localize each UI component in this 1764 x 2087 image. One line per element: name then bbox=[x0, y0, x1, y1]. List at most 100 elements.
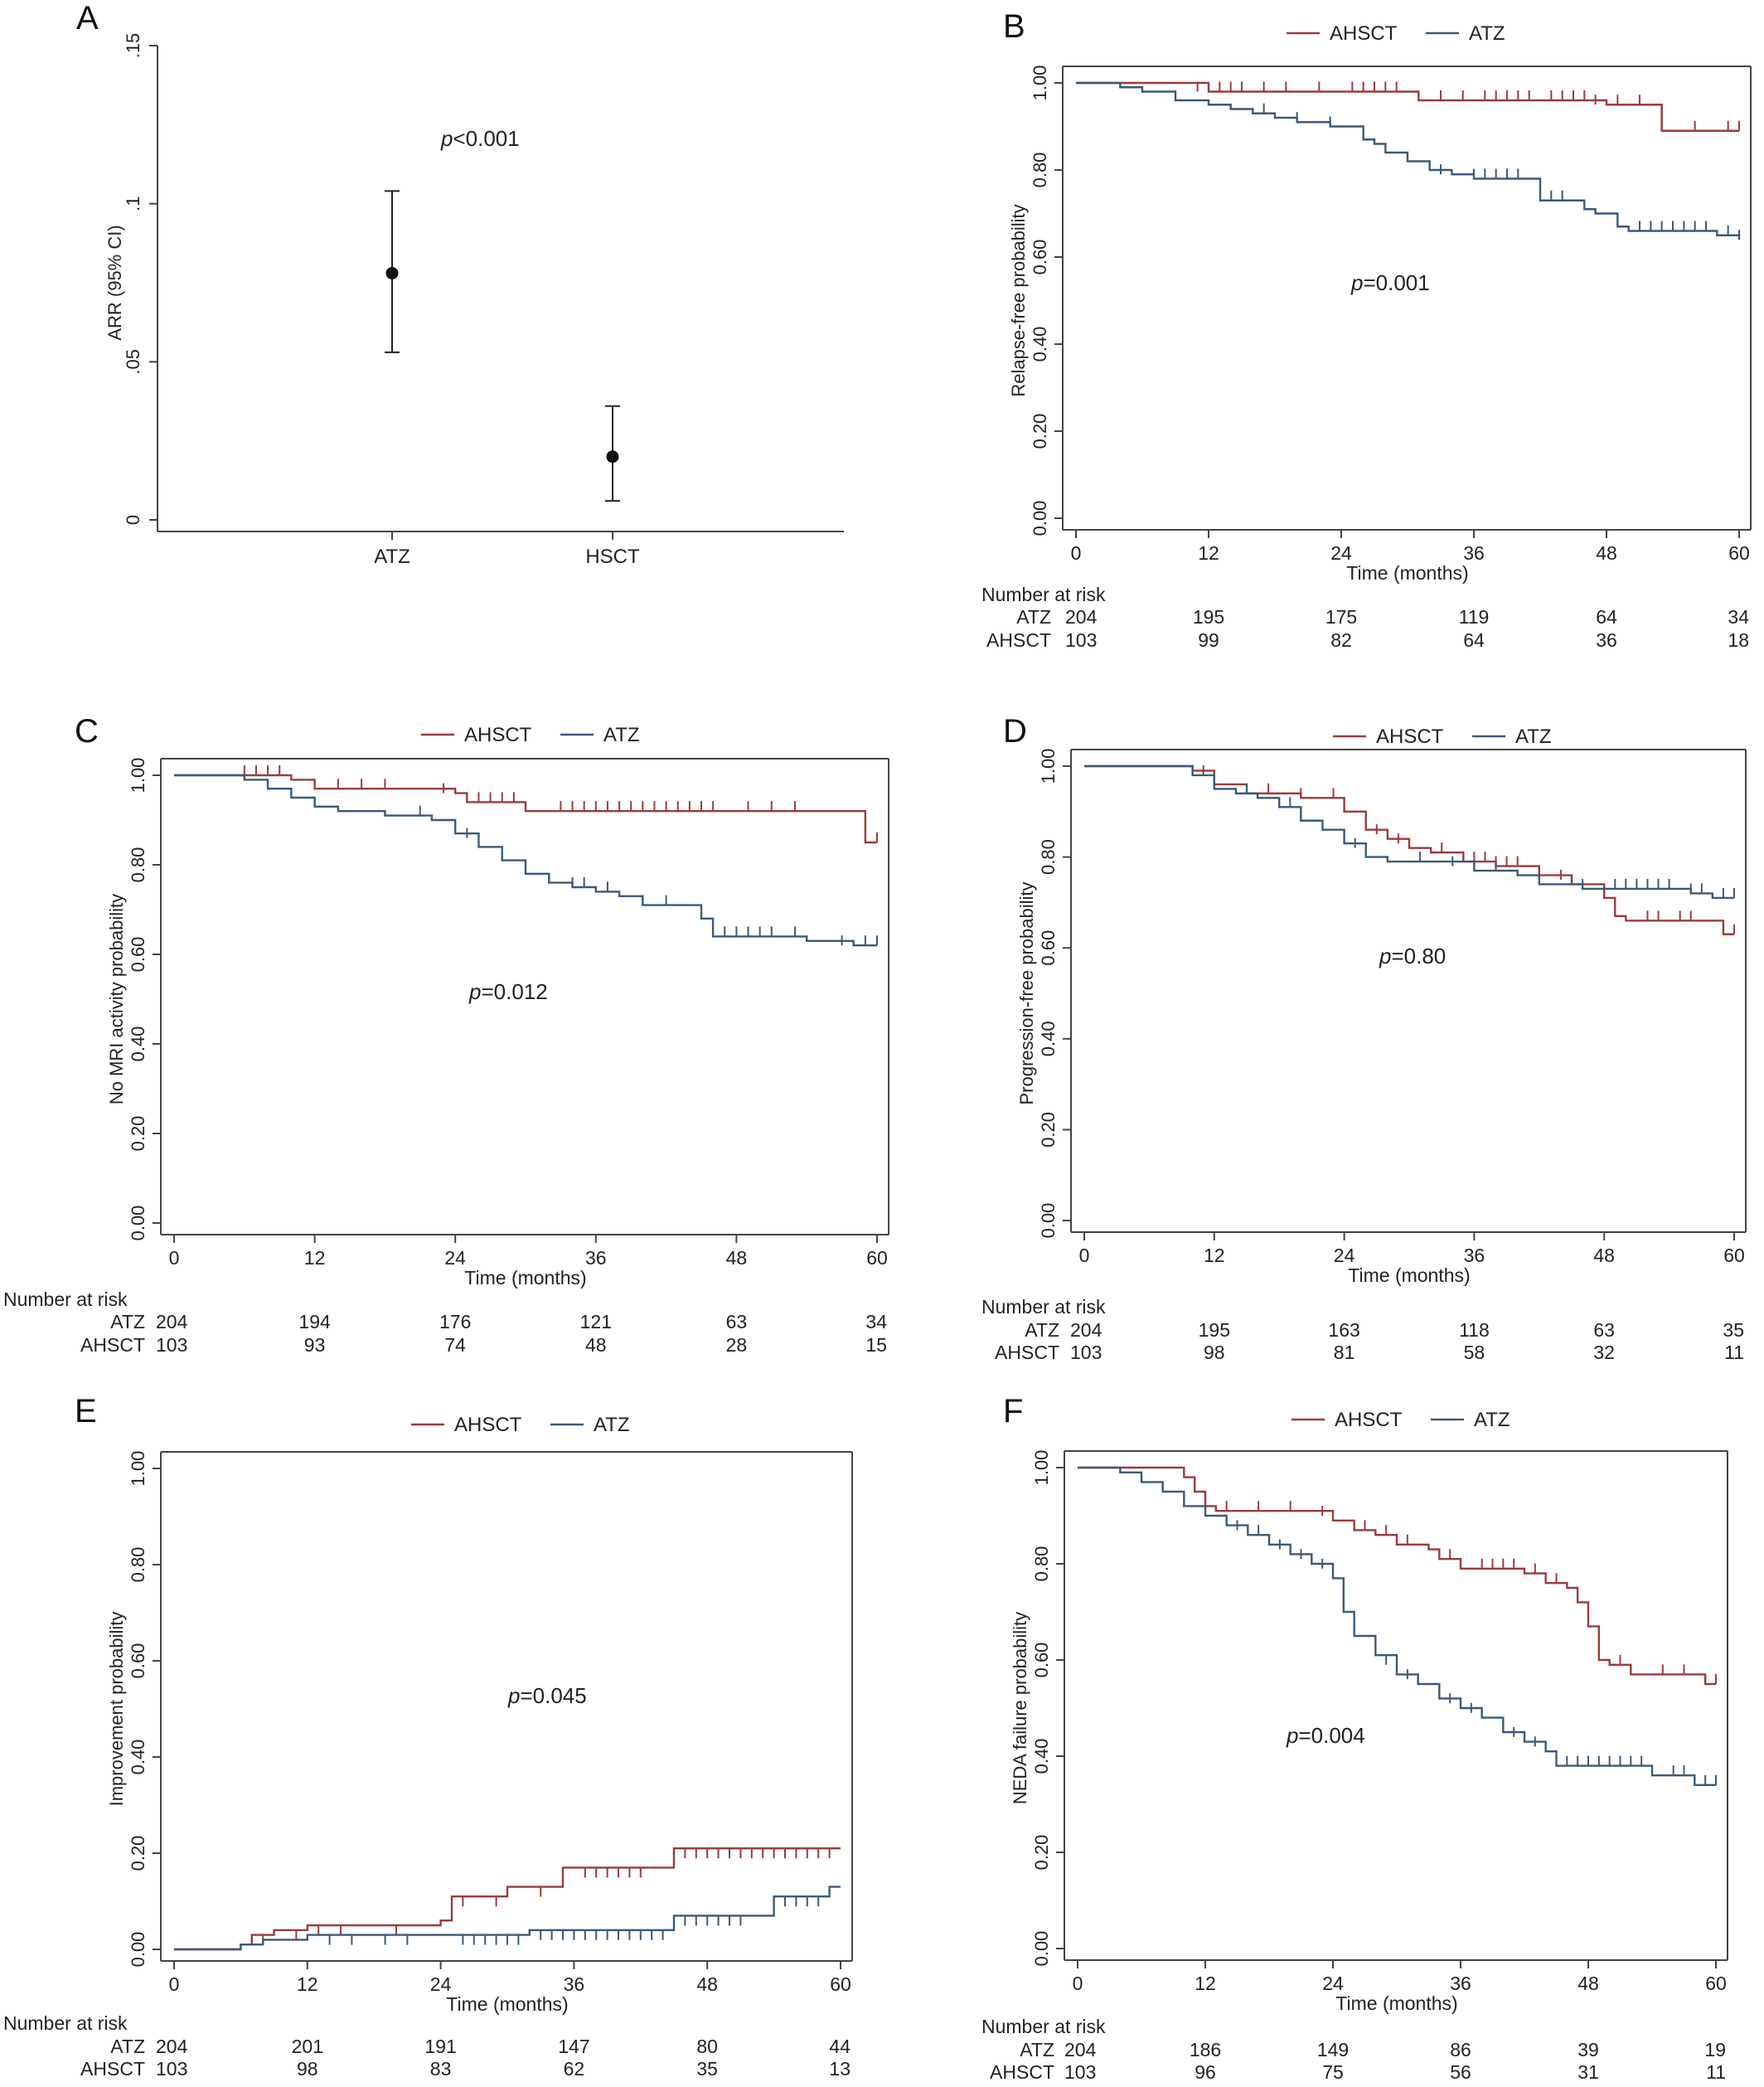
x-tick-label: 0 bbox=[169, 1973, 180, 1995]
p-value: p=0.001 bbox=[1350, 270, 1430, 295]
series-line-atz bbox=[1078, 1466, 1716, 1786]
risk-value: 194 bbox=[298, 1311, 331, 1332]
x-tick-label: HSCT bbox=[585, 546, 640, 568]
risk-value: 35 bbox=[1723, 1319, 1744, 1341]
risk-value: 195 bbox=[1199, 1319, 1230, 1341]
x-tick-label: 60 bbox=[830, 1973, 851, 1995]
chart-svg: 0.00 0.20 0.40 0.60 0.80 1.00 Improvement prob… bbox=[3, 1414, 853, 2080]
panel-label: E bbox=[75, 1393, 97, 1429]
x-tick-label: 0 bbox=[1073, 1973, 1083, 1994]
risk-value: 103 bbox=[156, 2058, 187, 2080]
risk-table-title: Number at risk bbox=[981, 2016, 1106, 2037]
risk-row-label: AHSCT bbox=[80, 1334, 145, 1356]
risk-value: 201 bbox=[292, 2036, 323, 2057]
risk-value: 58 bbox=[1464, 1342, 1485, 1363]
x-tick-label: 12 bbox=[1204, 1245, 1225, 1266]
x-tick-label: ATZ bbox=[374, 546, 410, 568]
risk-value: 186 bbox=[1190, 2039, 1221, 2060]
y-tick-label: 0.20 bbox=[1038, 1112, 1059, 1148]
risk-value: 11 bbox=[1724, 1342, 1744, 1363]
y-axis-label: Relapse-free probability bbox=[1008, 204, 1029, 396]
risk-value: 195 bbox=[1193, 606, 1224, 628]
risk-value: 18 bbox=[1728, 629, 1749, 651]
x-tick-label: 24 bbox=[1330, 542, 1352, 564]
p-value: p=0.004 bbox=[1286, 1723, 1365, 1748]
panel-e: E 0.00 0.20 0.40 0.60 0.80 1.00 Improvement pro… bbox=[0, 1393, 912, 2087]
x-tick-label: 48 bbox=[726, 1247, 748, 1269]
panel-label: F bbox=[1003, 1393, 1024, 1429]
x-tick-label: 0 bbox=[1079, 1245, 1090, 1266]
panel-label: D bbox=[1003, 713, 1027, 750]
x-tick-label: 48 bbox=[1593, 1245, 1615, 1266]
y-tick-label: 0.00 bbox=[1030, 501, 1050, 536]
y-axis-label: Improvement probability bbox=[106, 1612, 127, 1807]
x-tick-label: 12 bbox=[1195, 1973, 1216, 1994]
x-tick-label: 12 bbox=[304, 1247, 326, 1269]
risk-value: 93 bbox=[304, 1334, 326, 1356]
x-axis-label: Time (months) bbox=[1346, 562, 1468, 584]
y-tick-label: 0.80 bbox=[128, 1547, 148, 1583]
x-tick-label: 36 bbox=[1450, 1973, 1471, 1994]
panel-label: C bbox=[75, 713, 99, 750]
risk-value: 80 bbox=[696, 2036, 718, 2057]
risk-value: 44 bbox=[829, 2036, 850, 2057]
risk-value: 121 bbox=[580, 1311, 612, 1332]
y-tick-label: 0.80 bbox=[1031, 1546, 1052, 1582]
series-line-ahsct bbox=[1084, 764, 1734, 935]
risk-value: 82 bbox=[1330, 629, 1352, 651]
y-tick-label: 0.00 bbox=[128, 1206, 148, 1241]
y-tick-label: .1 bbox=[123, 196, 143, 211]
x-tick-label: 12 bbox=[297, 1973, 318, 1995]
x-tick-label: 60 bbox=[866, 1247, 888, 1269]
risk-value: 34 bbox=[1728, 606, 1749, 628]
x-tick-label: 24 bbox=[1334, 1245, 1355, 1266]
legend-label: ATZ bbox=[1469, 22, 1505, 45]
y-tick-label: 1.00 bbox=[1038, 749, 1059, 784]
risk-value: 96 bbox=[1195, 2061, 1216, 2083]
x-tick-label: 12 bbox=[1198, 542, 1219, 564]
y-tick-label: 0.40 bbox=[1038, 1021, 1059, 1056]
risk-value: 103 bbox=[1070, 1342, 1102, 1363]
x-tick-label: 48 bbox=[1577, 1973, 1599, 1994]
risk-value: 75 bbox=[1322, 2061, 1344, 2083]
risk-value: 13 bbox=[829, 2058, 850, 2080]
risk-value: 147 bbox=[558, 2036, 589, 2057]
series-line-atz bbox=[1084, 764, 1734, 900]
risk-value: 64 bbox=[1596, 606, 1617, 628]
risk-value: 175 bbox=[1325, 606, 1357, 628]
y-tick-label: 0.80 bbox=[1030, 153, 1050, 188]
x-tick-label: 36 bbox=[1463, 542, 1485, 564]
risk-row-label: ATZ bbox=[1016, 606, 1051, 628]
risk-table-title: Number at risk bbox=[3, 2012, 128, 2034]
risk-value: 32 bbox=[1593, 1342, 1615, 1363]
x-tick-label: 48 bbox=[696, 1973, 718, 1995]
risk-value: 119 bbox=[1459, 606, 1490, 628]
x-tick-label: 60 bbox=[1728, 542, 1750, 564]
x-axis-label: Time (months) bbox=[446, 1993, 568, 2015]
risk-table-title: Number at risk bbox=[981, 584, 1106, 605]
y-tick-label: 0.00 bbox=[1038, 1203, 1059, 1239]
panel-b: B 0.00 0.20 0.40 0.60 0.80 1.00 Relapse-free pr… bbox=[978, 0, 1764, 663]
y-tick-label: 0.80 bbox=[1038, 839, 1059, 875]
risk-row-label: ATZ bbox=[110, 2036, 145, 2057]
series-line-ahsct bbox=[174, 774, 877, 844]
risk-value: 63 bbox=[1593, 1319, 1615, 1341]
legend-label: AHSCT bbox=[1330, 22, 1398, 45]
series-line-ahsct bbox=[1076, 81, 1739, 132]
x-tick-label: 0 bbox=[1071, 542, 1082, 564]
legend-label: ATZ bbox=[1515, 726, 1552, 748]
risk-value: 176 bbox=[439, 1311, 471, 1332]
x-tick-label: 24 bbox=[430, 1973, 452, 1995]
risk-value: 98 bbox=[297, 2058, 318, 2080]
panel-c: C 0.00 0.20 0.40 0.60 0.80 1.00 No MRI activity… bbox=[0, 713, 912, 1393]
risk-value: 15 bbox=[865, 1334, 887, 1356]
risk-value: 86 bbox=[1450, 2039, 1471, 2060]
x-tick-label: 48 bbox=[1596, 542, 1617, 564]
risk-value: 74 bbox=[444, 1334, 466, 1356]
chart-svg: 0.00 0.20 0.40 0.60 0.80 1.00 Progression-free… bbox=[981, 726, 1747, 1363]
risk-value: 103 bbox=[1065, 629, 1097, 651]
risk-value: 204 bbox=[1070, 1319, 1102, 1341]
y-tick-label: 0.60 bbox=[1031, 1643, 1052, 1678]
risk-value: 64 bbox=[1463, 629, 1485, 651]
y-tick-label: 0.40 bbox=[128, 1740, 148, 1775]
